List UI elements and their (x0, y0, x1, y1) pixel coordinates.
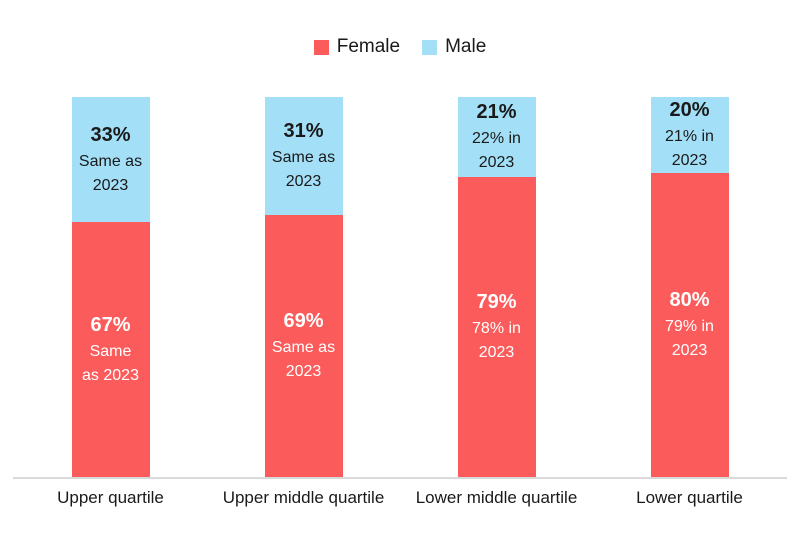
segment-note-line1: Same (89, 342, 132, 360)
female-segment: 80% 79% in 2023 (650, 173, 729, 477)
male-segment: 33% Same as 2023 (71, 97, 150, 223)
segment-pct-label: 69% (283, 309, 324, 332)
male-swatch-icon (422, 39, 438, 55)
female-segment: 79% 78% in 2023 (457, 176, 536, 477)
segment-pct-label: 79% (476, 290, 517, 313)
x-axis-label-lower-middle-quartile: Lower middle quartile (415, 488, 578, 507)
segment-note-line1: 79% in (665, 318, 714, 335)
bar-group-lower-middle-quartile: 21% 22% in 2023 79% 78% in 2023 (400, 97, 593, 477)
male-segment: 21% 22% in 2023 (457, 97, 536, 177)
bar-group-upper-quartile: 33% Same as 2023 67% Same as 2023 (14, 97, 207, 477)
female-swatch-icon (313, 39, 329, 55)
segment-note-line2: 2023 (285, 362, 322, 380)
stacked-bar: 33% Same as 2023 67% Same as 2023 (71, 97, 150, 477)
segment-pct-label: 31% (283, 119, 324, 142)
segment-pct-label: 33% (90, 123, 131, 146)
segment-note-line1: 22% in (472, 129, 521, 147)
chart-legend: Female Male (0, 36, 800, 58)
female-segment: 69% Same as 2023 (264, 214, 343, 477)
segment-note-line2: 2023 (671, 342, 708, 359)
legend-item-female: Female (313, 36, 401, 58)
male-segment: 20% 21% in 2023 (650, 97, 729, 173)
segment-note-line2: 2023 (478, 343, 515, 361)
male-segment: 31% Same as 2023 (264, 97, 343, 215)
segment-note-line1: 21% in (665, 128, 714, 145)
segment-note-line2: as 2023 (82, 366, 139, 384)
bar-group-lower-quartile: 20% 21% in 2023 80% 79% in 2023 (593, 97, 786, 477)
segment-pct-label: 67% (90, 313, 131, 336)
bar-group-upper-middle-quartile: 31% Same as 2023 69% Same as 2023 (207, 97, 400, 477)
female-segment: 67% Same as 2023 (71, 222, 150, 477)
stacked-bar: 21% 22% in 2023 79% 78% in 2023 (457, 97, 536, 477)
segment-note-line2: 2023 (671, 152, 708, 169)
x-axis-label-upper-quartile: Upper quartile (57, 488, 164, 507)
segment-note-line2: 2023 (478, 153, 515, 171)
segment-note-line1: 78% in (472, 319, 521, 337)
segment-note-line1: Same as (78, 152, 143, 170)
segment-note-line1: Same as (271, 338, 336, 356)
segment-note-line2: 2023 (285, 172, 322, 190)
plot-area: 33% Same as 2023 67% Same as 2023 31% Sa… (14, 97, 786, 477)
legend-label-male: Male (445, 36, 487, 57)
legend-label-female: Female (336, 36, 401, 57)
segment-note-line2: 2023 (92, 176, 129, 194)
x-axis-line (13, 477, 787, 479)
legend-item-male: Male (422, 36, 486, 58)
stacked-bar: 31% Same as 2023 69% Same as 2023 (264, 97, 343, 477)
segment-note-line1: Same as (271, 148, 336, 166)
x-axis-label-lower-quartile: Lower quartile (636, 488, 743, 507)
segment-pct-label: 20% (669, 99, 710, 121)
segment-pct-label: 21% (476, 100, 517, 123)
stacked-bar: 20% 21% in 2023 80% 79% in 2023 (650, 97, 729, 477)
x-axis-label-upper-middle-quartile: Upper middle quartile (222, 488, 385, 507)
x-axis-labels: Upper quartile Upper middle quartile Low… (14, 487, 786, 509)
segment-pct-label: 80% (669, 289, 710, 311)
